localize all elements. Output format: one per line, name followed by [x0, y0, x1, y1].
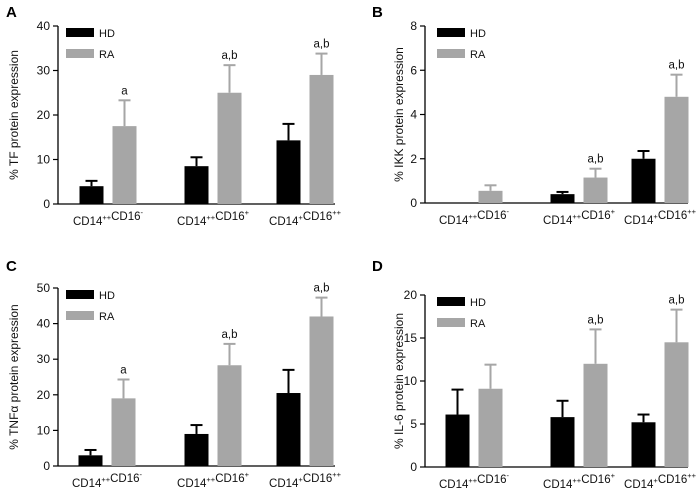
y-tick-label: 30 [37, 352, 51, 366]
panel-label: D [372, 258, 383, 275]
bar-hd [78, 455, 103, 466]
y-tick-label: 50 [37, 281, 51, 295]
significance-label: a [121, 85, 128, 97]
legend-swatch-ra [66, 49, 94, 58]
bar-ra [112, 126, 137, 204]
legend-swatch-ra [437, 318, 465, 327]
legend-label: HD [470, 297, 486, 309]
x-tick-label: CD14++CD16- [73, 208, 144, 228]
significance-label: a,b [314, 39, 330, 51]
y-axis-title: % TF protein expression [7, 50, 21, 180]
y-tick-label: 6 [410, 63, 417, 77]
bar-ra [664, 342, 689, 467]
y-tick-label: 40 [37, 317, 51, 331]
y-axis-title: % TNFα protein expression [7, 304, 21, 449]
significance-label: a,b [588, 154, 604, 166]
panel-d: D % IL-6 protein expression 0 5 10 15 20 CD14++… [372, 258, 697, 491]
legend-swatch-ra [66, 311, 94, 320]
x-tick-label: CD14++CD16- [439, 471, 510, 491]
y-tick-label: 0 [410, 460, 417, 474]
y-tick-label: 5 [410, 417, 417, 431]
y-tick-label: 0 [43, 197, 50, 211]
bar-ra [111, 398, 136, 466]
y-axis-title: % IKK protein expression [392, 47, 406, 182]
significance-label: a,b [222, 50, 238, 62]
bar-ra [478, 190, 503, 203]
x-tick-label: CD14++CD16+ [177, 208, 250, 228]
legend-label: HD [470, 28, 486, 40]
significance-label: a [120, 364, 127, 376]
panel-a: A % TF protein expression 0 10 20 30 40 a CD14++… [6, 4, 342, 228]
x-tick-label: CD14++CD16- [72, 470, 143, 490]
y-tick-label: 10 [404, 374, 418, 388]
y-tick-label: 0 [43, 459, 50, 473]
legend-swatch-ra [437, 49, 465, 58]
y-tick-label: 20 [37, 388, 51, 402]
bar-ra [217, 92, 242, 204]
y-tick-label: 10 [37, 423, 51, 437]
y-axis-title: % IL-6 protein expression [392, 313, 406, 449]
bar-ra [478, 388, 503, 467]
y-tick-label: 15 [404, 331, 418, 345]
bar-hd [445, 414, 470, 467]
bar-ra [309, 74, 334, 204]
x-tick-label: CD14++CD16+ [543, 207, 616, 227]
panel-c: C % TNFα protein expression 0 10 20 30 40 50 a CD… [6, 258, 342, 490]
bar-hd [631, 158, 656, 203]
bar-hd [631, 422, 656, 467]
panel-label: B [372, 4, 383, 21]
bar-hd [184, 433, 209, 466]
bar-hd [276, 140, 301, 204]
y-tick-label: 4 [410, 108, 417, 122]
legend-label: RA [99, 311, 115, 323]
panel-b: B % IKK protein expression 0 2 4 6 8 CD14++CD16… [372, 4, 697, 227]
y-tick-label: 40 [37, 19, 51, 33]
bar-hd [550, 417, 575, 467]
bar-ra [309, 316, 334, 466]
y-tick-label: 2 [410, 152, 417, 166]
legend-label: HD [99, 290, 115, 302]
bar-ra [583, 363, 608, 467]
x-tick-label: CD14++CD16- [439, 207, 510, 227]
panel-label: A [6, 4, 17, 21]
bar-ra [217, 365, 242, 466]
legend-label: RA [99, 49, 115, 61]
legend-swatch-hd [66, 28, 94, 37]
bar-ra [583, 177, 608, 203]
x-tick-label: CD14++CD16+ [543, 471, 616, 491]
significance-label: a,b [314, 283, 330, 295]
x-tick-label: CD14+CD16++ [624, 471, 697, 491]
bar-hd [276, 393, 301, 466]
significance-label: a,b [222, 329, 238, 341]
significance-label: a,b [669, 295, 685, 307]
significance-label: a,b [588, 314, 604, 326]
legend-swatch-hd [66, 290, 94, 299]
y-tick-label: 0 [410, 196, 417, 210]
bar-hd [184, 166, 209, 204]
significance-label: a,b [669, 60, 685, 72]
legend-label: RA [470, 49, 486, 61]
x-tick-label: CD14+CD16++ [269, 470, 342, 490]
y-tick-label: 20 [404, 288, 418, 302]
y-tick-label: 30 [37, 64, 51, 78]
legend-swatch-hd [437, 28, 465, 37]
bar-hd [79, 186, 104, 204]
x-tick-label: CD14++CD16+ [177, 470, 250, 490]
y-tick-label: 8 [410, 19, 417, 33]
bar-hd [550, 194, 575, 203]
bar-ra [664, 96, 689, 203]
panel-label: C [6, 258, 17, 275]
legend-swatch-hd [437, 297, 465, 306]
legend-label: RA [470, 318, 486, 330]
y-tick-label: 10 [37, 153, 51, 167]
x-tick-label: CD14+CD16++ [624, 207, 697, 227]
y-tick-label: 20 [37, 108, 51, 122]
x-tick-label: CD14+CD16++ [269, 208, 342, 228]
legend-label: HD [99, 28, 115, 40]
